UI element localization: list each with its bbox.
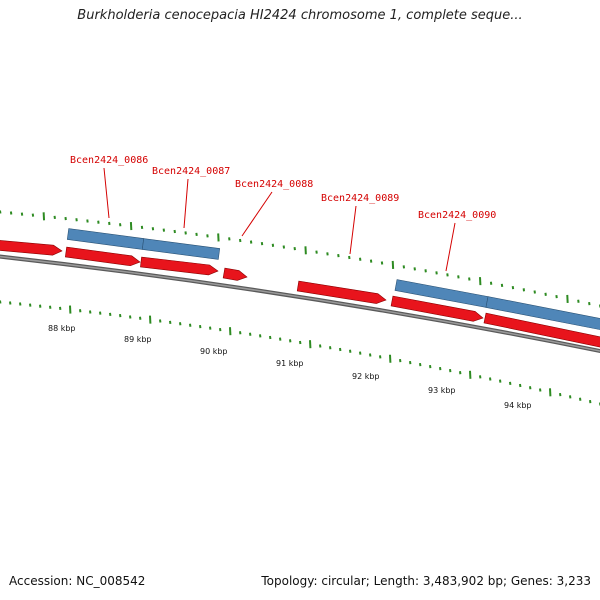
leader-line (445, 222, 456, 272)
cds-arrow (483, 312, 600, 348)
cds-arrow (296, 280, 387, 304)
cds-arrow (222, 267, 248, 281)
gene-bar (485, 296, 600, 330)
leader-line (241, 191, 273, 237)
kbp-label: 90 kbp (200, 347, 228, 356)
gene-label: Bcen2424_0086 (70, 155, 148, 166)
kbp-label: 89 kbp (124, 335, 152, 344)
summary-text: Topology: circular; Length: 3,483,902 bp… (261, 574, 591, 588)
gene-label: Bcen2424_0088 (235, 179, 313, 190)
cds-arrow (0, 240, 63, 256)
label-leaders (103, 167, 456, 272)
cds-arrow (140, 256, 219, 276)
leader-line (349, 205, 357, 255)
cds-arrow (64, 246, 141, 267)
gene-bar (66, 228, 145, 250)
gene-label: Bcen2424_0087 (152, 166, 230, 177)
kbp-label: 94 kbp (504, 401, 532, 410)
kbp-label: 88 kbp (48, 324, 76, 333)
leader-line (183, 178, 189, 229)
leader-line (103, 167, 110, 219)
gene-labels: Bcen2424_0086 Bcen2424_0087 Bcen2424_0088 B… (70, 155, 496, 221)
backbone-highlight (0, 255, 600, 352)
cds-arrow (390, 295, 484, 322)
inner-tick-track (0, 300, 600, 406)
sequence-title: Burkholderia cenocepacia HI2424 chromoso… (77, 8, 523, 23)
gene-label: Bcen2424_0089 (321, 193, 399, 204)
feature-tracks (0, 228, 600, 354)
outer-tick-track (0, 210, 600, 308)
kbp-label: 91 kbp (276, 359, 304, 368)
kbp-label: 93 kbp (428, 386, 456, 395)
accession-text: Accession: NC_008542 (9, 574, 146, 588)
gene-label: Bcen2424_0090 (418, 210, 496, 221)
kbp-label: 92 kbp (352, 372, 380, 381)
gene-bar (141, 238, 221, 260)
kbp-labels: 88 kbp 89 kbp 90 kbp 91 kbp 92 kbp 93 kbp 94 k… (48, 324, 532, 410)
